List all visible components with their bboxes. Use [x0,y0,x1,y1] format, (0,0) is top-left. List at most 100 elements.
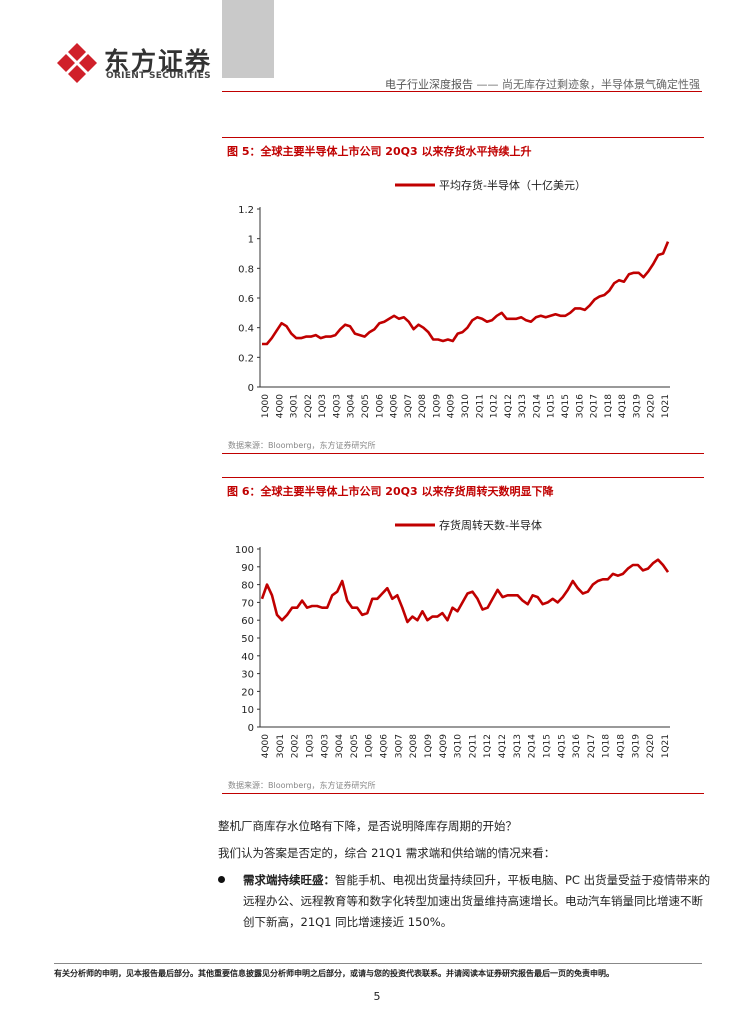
x-tick-label: 1Q18 [604,394,614,419]
report-type: 电子行业深度报告 [385,78,473,91]
y-tick-label: 0.2 [238,353,254,364]
report-subtitle: —— 尚无库存过剩迹象，半导体景气确定性强 [476,78,701,91]
x-tick-label: 2Q05 [350,734,360,758]
bullet-demand: 需求端持续旺盛：智能手机、电视出货量持续回升，平板电脑、PC 出货量受益于疫情带… [243,870,713,933]
x-tick-label: 1Q12 [483,734,493,758]
x-tick-label: 4Q15 [557,734,567,758]
x-tick-label: 3Q16 [572,734,582,759]
y-tick-label: 40 [241,652,254,663]
x-tick-label: 2Q14 [532,394,542,419]
x-tick-label: 1Q09 [424,734,434,759]
x-tick-label: 4Q09 [447,394,457,419]
x-tick-label: 3Q13 [518,394,528,418]
y-tick-label: 1.2 [238,205,254,216]
x-tick-label: 1Q21 [661,394,671,418]
y-tick-label: 20 [241,687,254,698]
bullet-icon [218,876,225,883]
x-tick-label: 4Q03 [320,734,330,758]
bullet-line-2: 远程办公、远程教育等和数字化转型加速出货量维持高速增长。电动汽车销量同比增速不断 [243,894,703,908]
y-tick-label: 0 [248,723,254,734]
x-tick-label: 4Q12 [504,394,514,418]
page-number: 5 [373,990,381,1003]
figure6-bottom-rule [222,793,704,794]
x-tick-label: 2Q08 [409,734,419,759]
x-tick-label: 1Q03 [318,394,328,418]
data-series-line [262,241,670,346]
logo-chinese-name: 东方证券 [104,47,213,76]
x-tick-label: 1Q12 [490,394,500,418]
x-tick-label: 3Q19 [632,394,642,419]
figure5-source: 数据来源：Bloomberg，东方证券研究所 [228,441,376,450]
x-tick-label: 2Q14 [528,734,538,759]
y-tick-label: 0.6 [238,294,254,305]
x-tick-label: 3Q04 [347,394,357,419]
x-tick-label: 2Q05 [361,394,371,418]
y-tick-label: 1 [248,235,254,246]
x-tick-label: 4Q06 [390,394,400,419]
x-tick-label: 4Q06 [380,734,390,759]
footer-disclaimer: 有关分析师的申明，见本报告最后部分。其他重要信息披露见分析师申明之后部分，或请与… [54,969,614,978]
x-tick-label: 4Q15 [561,394,571,418]
figure5-top-rule [222,137,704,138]
x-tick-label: 4Q18 [618,394,628,419]
x-tick-label: 3Q01 [276,734,286,758]
y-tick-label: 0 [248,383,254,394]
x-tick-label: 3Q10 [454,734,464,759]
legend-label: 存货周转天数-半导体 [439,518,542,532]
figure6-chart: 存货周转天数-半导体 0 10 20 30 40 50 60 70 80 90 100 4Q00 3Q01… [235,518,671,759]
figure5-bottom-rule [222,453,704,454]
x-tick-label: 1Q06 [365,734,375,759]
x-tick-label: 3Q16 [575,394,585,419]
data-series-line [260,558,670,624]
y-tick-label: 70 [241,598,254,609]
bullet-line-1: 智能手机、电视出货量持续回升，平板电脑、PC 出货量受益于疫情带来的 [335,873,711,887]
orient-logo-icon [57,43,97,83]
x-tick-label: 2Q20 [646,734,656,759]
x-tick-label: 4Q09 [439,734,449,759]
x-tick-label: 2Q02 [304,394,314,418]
figure6-title: 图 6：全球主要半导体上市公司 20Q3 以来存货周转天数明显下降 [227,485,554,498]
x-tick-label: 1Q00 [261,394,271,419]
y-tick-label: 30 [241,670,254,681]
x-tick-label: 3Q07 [394,734,404,758]
x-tick-label: 4Q03 [332,394,342,418]
paragraph-answer: 我们认为答案是否定的，综合 21Q1 需求端和供给端的情况来看： [218,846,556,860]
figure6-source: 数据来源：Bloomberg，东方证券研究所 [228,781,376,790]
x-tick-label: 4Q00 [275,394,285,419]
x-tick-label: 2Q11 [468,734,478,758]
x-tick-label: 1Q15 [547,394,557,418]
y-tick-label: 90 [241,563,254,574]
report-header: 电子行业深度报告 —— 尚无库存过剩迹象，半导体景气确定性强 [385,76,700,92]
bullet-line-3: 创下新高，21Q1 同比增速接近 150%。 [243,915,453,929]
x-tick-label: 3Q19 [631,734,641,759]
x-tick-label: 2Q17 [587,734,597,758]
figure5-title: 图 5：全球主要半导体上市公司 20Q3 以来存货水平持续上升 [227,145,532,158]
y-tick-label: 0.4 [238,324,254,335]
x-tick-label: 1Q03 [305,734,315,758]
x-tick-label: 2Q11 [475,394,485,418]
x-tick-label: 1Q06 [375,394,385,419]
figure6-top-rule [222,477,704,478]
x-tick-label: 3Q10 [461,394,471,419]
y-tick-label: 50 [241,634,254,645]
x-tick-label: 1Q21 [661,734,671,758]
header-divider [222,91,702,92]
x-tick-label: 4Q18 [617,734,627,759]
legend-label: 平均存货-半导体（十亿美元） [439,178,586,192]
x-tick-label: 2Q17 [590,394,600,418]
x-tick-label: 4Q00 [261,734,271,759]
footer-divider [54,963,702,964]
x-tick-label: 3Q13 [513,734,523,758]
paragraph-question: 整机厂商库存水位略有下降，是否说明降库存周期的开始？ [218,819,517,833]
header-accent-bar [222,0,274,78]
x-tick-label: 2Q20 [647,394,657,419]
x-tick-label: 2Q02 [291,734,301,758]
x-tick-label: 2Q08 [418,394,428,419]
x-tick-label: 3Q01 [290,394,300,418]
bullet-heading: 需求端持续旺盛： [243,873,335,887]
y-tick-label: 100 [235,545,254,556]
x-tick-label: 3Q07 [404,394,414,418]
x-tick-label: 4Q12 [498,734,508,758]
x-tick-label: 1Q18 [602,734,612,759]
x-tick-label: 1Q09 [432,394,442,419]
